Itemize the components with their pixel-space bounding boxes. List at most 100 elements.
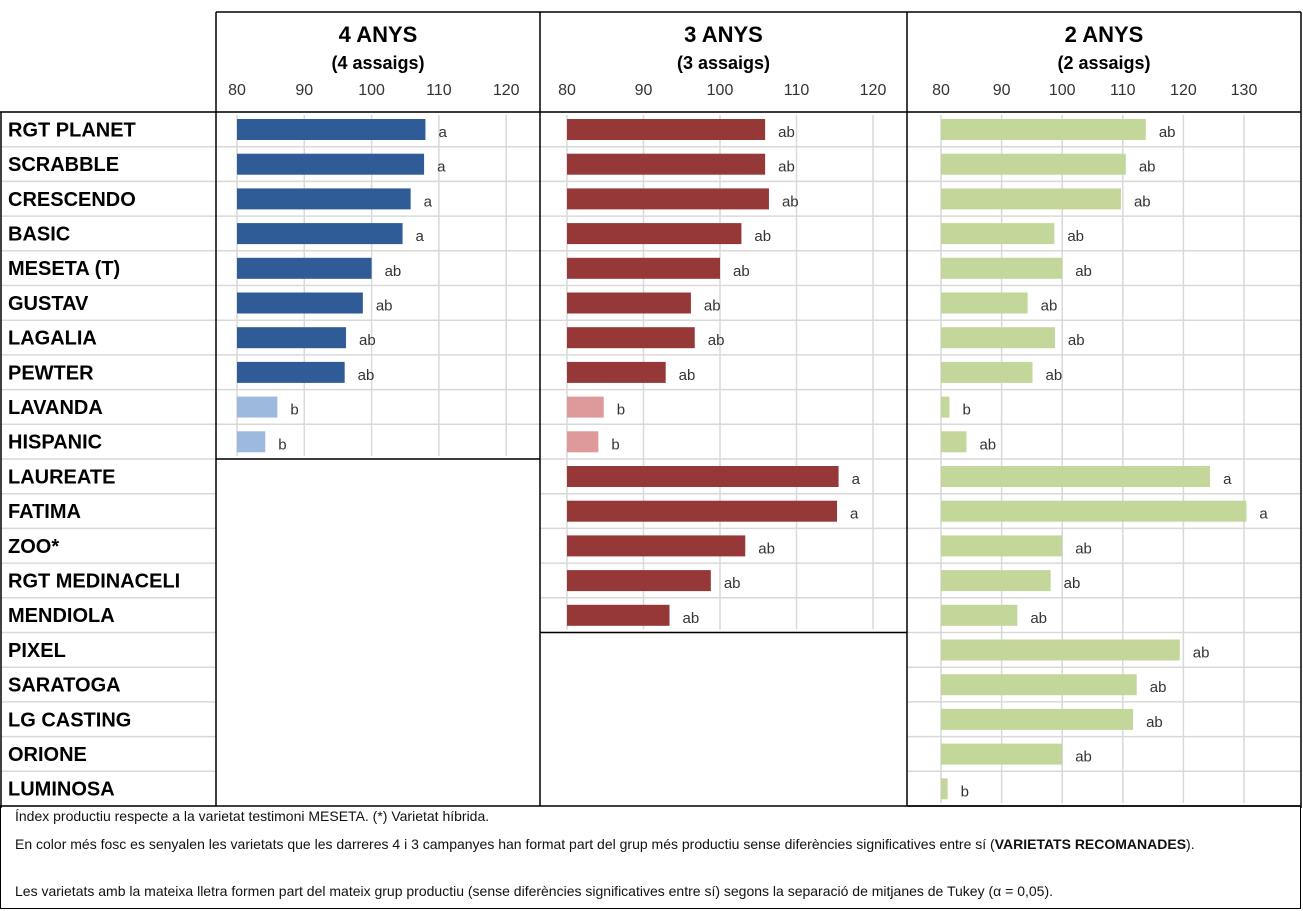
note-dark-color-meaning: En color més fosc es senyalen les variet… (15, 836, 1293, 853)
bar-lg-casting (941, 708, 1134, 730)
bar-lavanda (237, 396, 278, 418)
tick-label-90: 90 (993, 82, 1011, 99)
group-label-rgt-planet: a (438, 124, 447, 141)
group-label-rgt-medinaceli: ab (1064, 575, 1081, 592)
bar-hispanic (567, 431, 599, 453)
group-label-pixel: ab (1193, 645, 1210, 662)
group-label-lagalia: ab (708, 332, 725, 349)
bar-hispanic (237, 431, 266, 453)
row-label-saratoga: SARATOGA (8, 675, 121, 697)
bar-pixel (941, 639, 1180, 661)
note-dark-color-close: ). (1186, 836, 1195, 852)
group-label-basic: ab (754, 228, 771, 245)
row-label-crescendo: CRESCENDO (8, 189, 136, 211)
row-label-hispanic: HISPANIC (8, 432, 102, 454)
group-label-meseta-t: ab (1075, 263, 1092, 280)
group-label-pewter: ab (679, 367, 696, 384)
bar-scrabble (567, 153, 766, 175)
group-label-basic: ab (1067, 228, 1084, 245)
group-label-gustav: ab (376, 298, 393, 315)
bar-meseta-t (237, 257, 372, 279)
bar-rgt-planet (567, 119, 766, 140)
bar-hispanic (941, 431, 967, 453)
row-label-zoo: ZOO* (8, 536, 59, 558)
group-label-rgt-planet: ab (1159, 124, 1176, 141)
bar-basic (567, 223, 742, 245)
group-label-scrabble: ab (1139, 159, 1156, 176)
row-label-lg-casting: LG CASTING (8, 709, 131, 731)
group-label-lavanda: b (962, 402, 970, 419)
group-label-hispanic: b (278, 436, 286, 453)
group-label-crescendo: a (424, 193, 433, 210)
group-label-mendiola: ab (683, 610, 700, 627)
bar-scrabble (237, 153, 425, 175)
bar-fatima (941, 500, 1247, 522)
chart-canvas: RGT PLANET SCRABBLE CRESCENDO BASIC MESETA (… (0, 11, 1302, 808)
bar-luminosa (941, 778, 948, 800)
panel-title: 3 ANYS (684, 22, 763, 47)
panel-4-anys: 4 ANYS(4 assaigs)80 90 100 110 120aaaaababab… (216, 22, 540, 460)
bar-fatima (567, 500, 838, 522)
group-label-hispanic: b (611, 436, 619, 453)
row-label-scrabble: SCRABBLE (8, 154, 119, 176)
row-label-meseta-t: MESETA (T) (8, 258, 120, 280)
tick-label-120: 120 (493, 82, 520, 99)
bar-scrabble (941, 153, 1126, 175)
group-label-crescendo: ab (1134, 193, 1151, 210)
group-label-saratoga: ab (1150, 679, 1167, 696)
tick-label-110: 110 (426, 82, 452, 99)
tick-label-120: 120 (1170, 82, 1197, 99)
tick-label-100: 100 (1049, 82, 1076, 99)
group-label-scrabble: a (437, 159, 446, 176)
bar-gustav (941, 292, 1028, 314)
group-label-orione: ab (1075, 749, 1092, 766)
row-label-basic: BASIC (8, 223, 70, 245)
bar-mendiola (941, 604, 1018, 626)
row-label-rgt-planet: RGT PLANET (8, 119, 136, 141)
row-label-lagalia: LAGALIA (8, 328, 97, 350)
tick-label-120: 120 (860, 82, 887, 99)
group-label-mendiola: ab (1030, 610, 1047, 627)
tick-label-100: 100 (358, 82, 385, 99)
bar-mendiola (567, 604, 670, 626)
bar-rgt-planet (237, 119, 426, 140)
row-label-orione: ORIONE (8, 744, 87, 766)
panel-3-anys: 3 ANYS(3 assaigs)80 90 100 110 120ababababab… (540, 22, 907, 634)
tick-label-110: 110 (1110, 82, 1136, 99)
group-label-luminosa: b (961, 783, 969, 800)
group-label-fatima: a (850, 506, 859, 523)
group-label-fatima: a (1259, 506, 1268, 523)
panel-subtitle: (4 assaigs) (331, 53, 424, 73)
group-label-zoo: ab (1075, 540, 1092, 557)
table-frame (0, 11, 1302, 808)
bar-lagalia (941, 327, 1055, 349)
bar-crescendo (941, 188, 1121, 210)
group-label-zoo: ab (758, 540, 775, 557)
group-label-meseta-t: ab (385, 263, 402, 280)
bar-lavanda (567, 396, 604, 418)
tick-label-130: 130 (1231, 82, 1258, 99)
note-tukey-groups: Les varietats amb la mateixa lletra form… (15, 883, 1053, 899)
group-label-pewter: ab (1046, 367, 1063, 384)
bar-zoo (567, 535, 746, 557)
group-label-crescendo: ab (782, 193, 799, 210)
row-label-rgt-medinaceli: RGT MEDINACELI (8, 570, 180, 592)
panel-subtitle: (2 assaigs) (1057, 53, 1150, 73)
row-label-fatima: FATIMA (8, 501, 81, 523)
bar-lavanda (941, 396, 950, 418)
row-label-luminosa: LUMINOSA (8, 779, 115, 801)
group-label-laureate: a (852, 471, 861, 488)
group-label-pewter: ab (358, 367, 375, 384)
row-label-gustav: GUSTAV (8, 293, 89, 315)
tick-label-110: 110 (784, 82, 810, 99)
group-label-gustav: ab (1041, 298, 1058, 315)
bar-lagalia (567, 327, 695, 349)
bar-laureate (941, 466, 1211, 487)
tick-label-80: 80 (558, 82, 576, 99)
group-label-hispanic: ab (979, 436, 996, 453)
panel-title: 2 ANYS (1065, 22, 1144, 47)
group-label-lavanda: b (290, 402, 298, 419)
bar-rgt-medinaceli (567, 570, 711, 592)
group-label-meseta-t: ab (733, 263, 750, 280)
